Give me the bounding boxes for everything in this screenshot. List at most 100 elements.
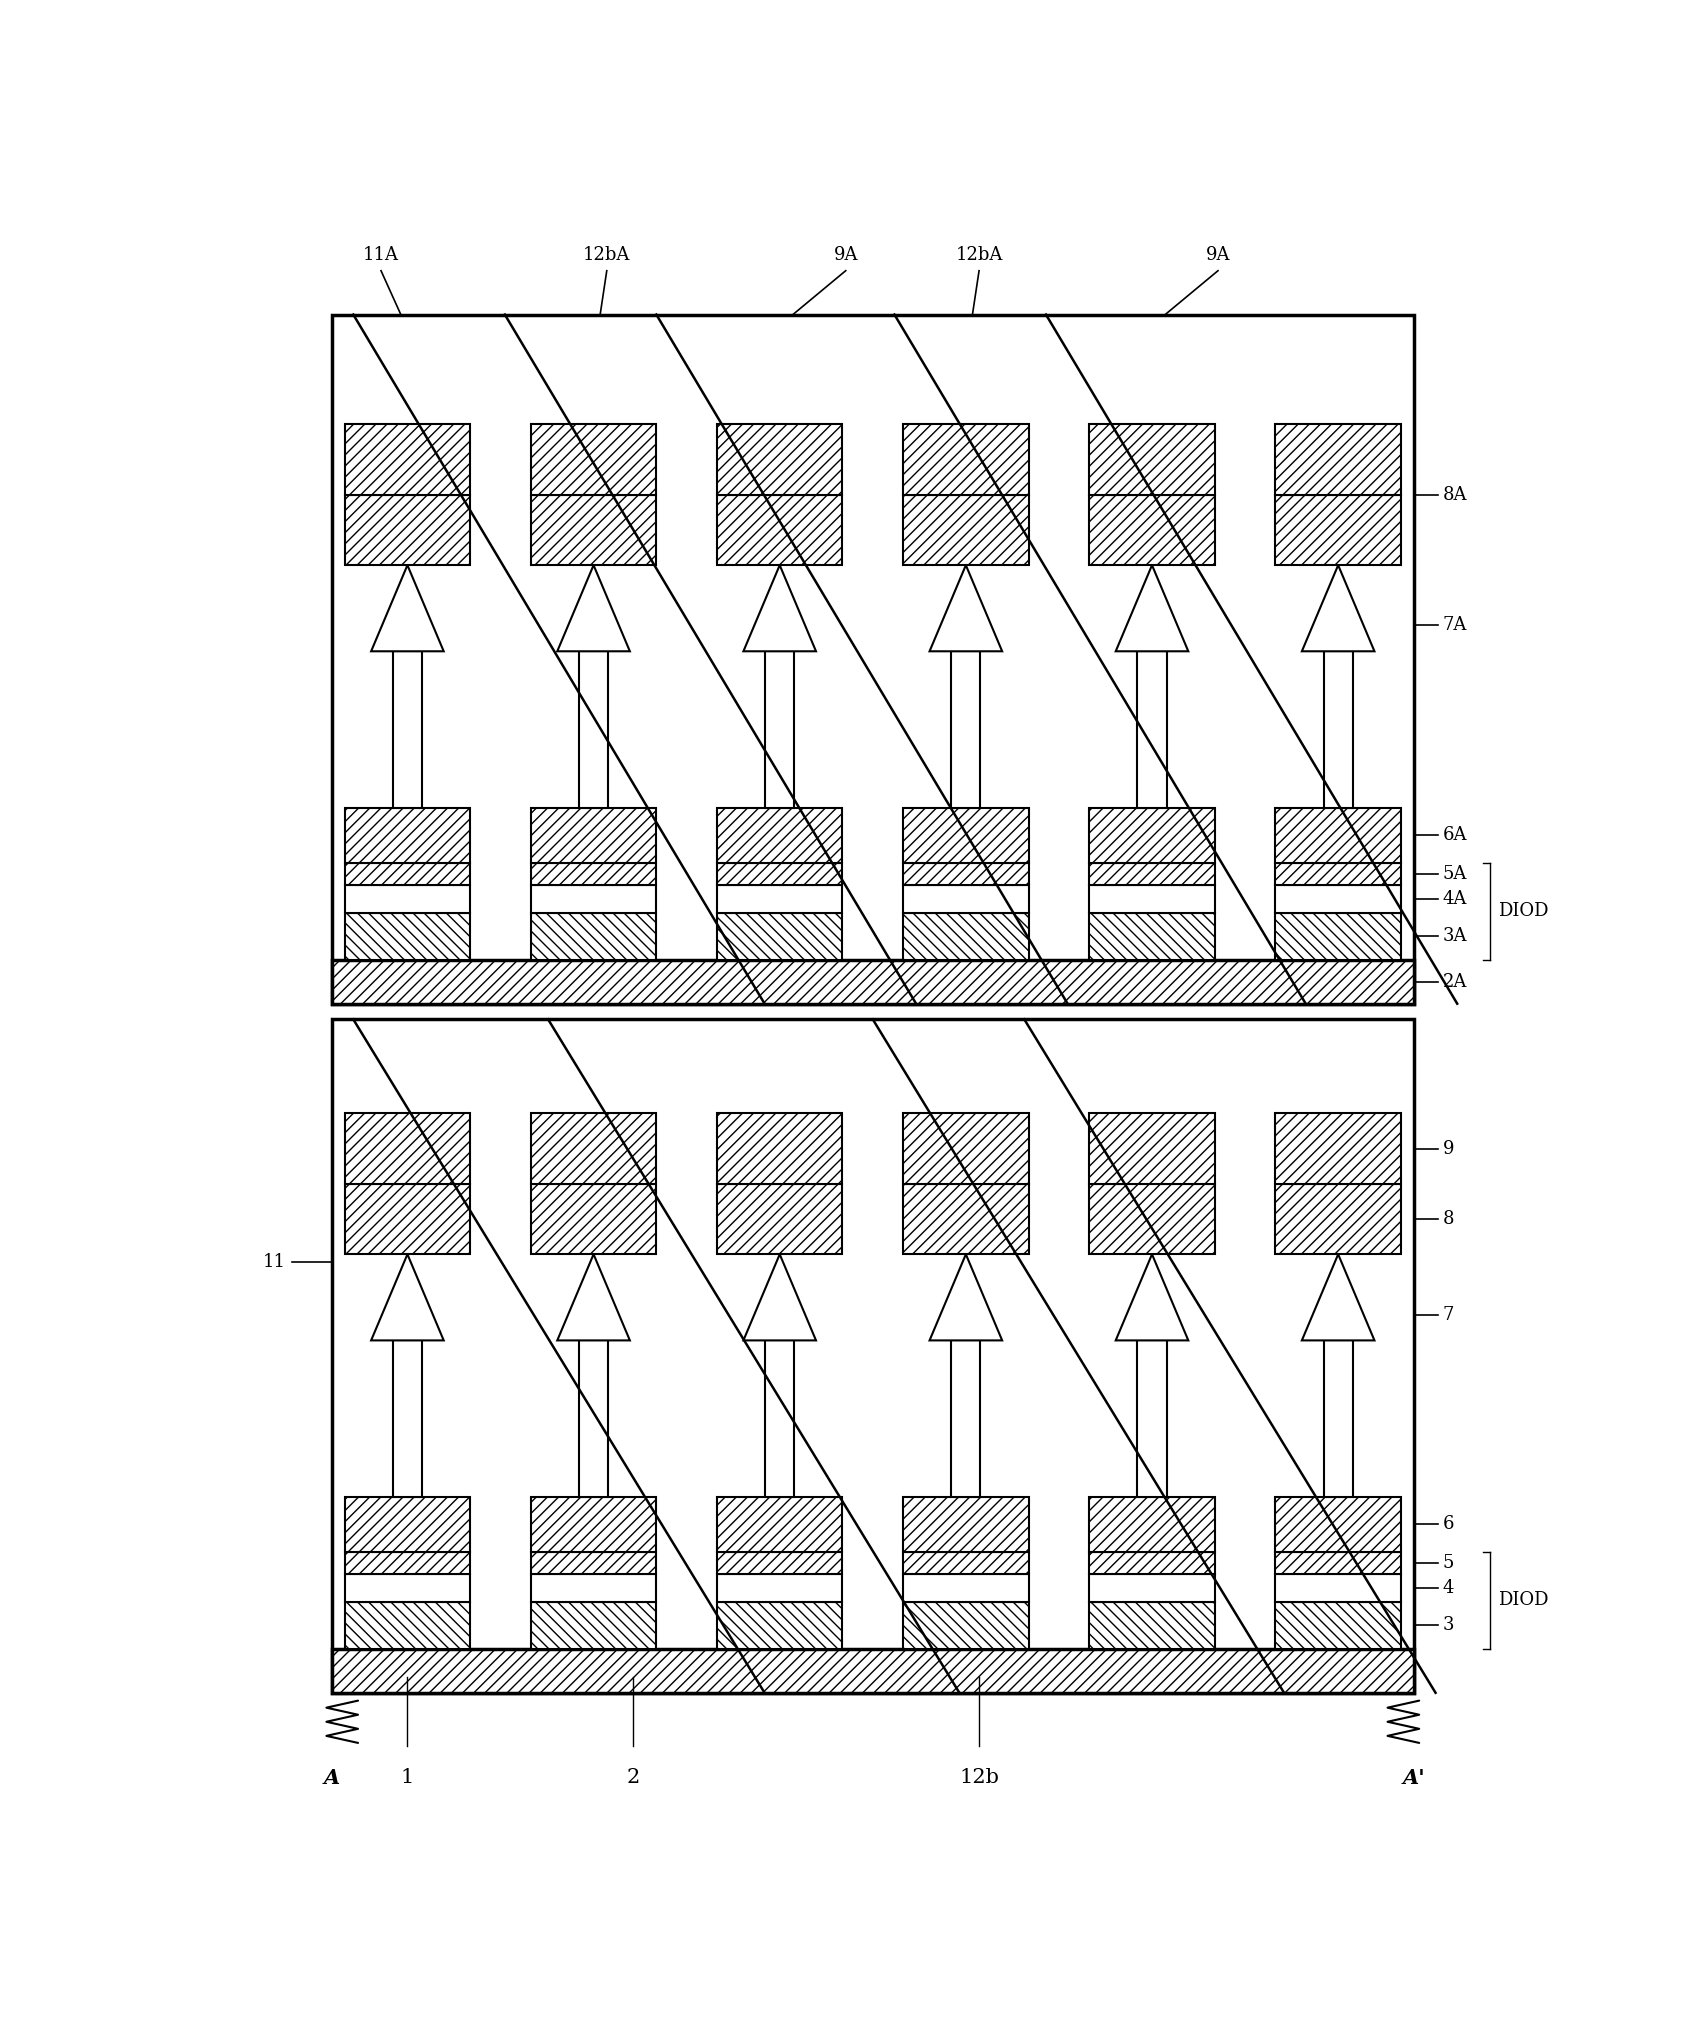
Bar xyxy=(531,1552,656,1574)
Bar xyxy=(1090,494,1214,565)
Bar xyxy=(1138,1340,1167,1497)
Bar xyxy=(531,807,656,862)
Bar xyxy=(393,1340,422,1497)
Bar xyxy=(579,651,608,807)
Bar xyxy=(952,1340,981,1497)
Bar xyxy=(903,425,1029,494)
Bar xyxy=(1090,1574,1214,1603)
Text: 1: 1 xyxy=(400,1768,414,1788)
Polygon shape xyxy=(1301,565,1374,651)
Bar xyxy=(1090,862,1214,885)
Text: DIOD: DIOD xyxy=(1499,903,1550,919)
Text: A': A' xyxy=(1403,1768,1425,1788)
Bar xyxy=(344,494,470,565)
Bar xyxy=(903,1574,1029,1603)
Text: 2A: 2A xyxy=(1442,972,1468,991)
Text: 3: 3 xyxy=(1442,1617,1454,1635)
Bar xyxy=(1138,651,1167,807)
Bar xyxy=(717,494,843,565)
Bar xyxy=(1276,425,1402,494)
Bar xyxy=(332,1650,1413,1692)
Text: 4: 4 xyxy=(1442,1578,1454,1597)
Bar xyxy=(344,885,470,913)
Bar xyxy=(531,1574,656,1603)
Bar xyxy=(531,913,656,960)
Bar xyxy=(1090,1603,1214,1650)
Text: A: A xyxy=(324,1768,341,1788)
Bar xyxy=(903,885,1029,913)
Bar xyxy=(903,1552,1029,1574)
Text: 7A: 7A xyxy=(1442,616,1468,635)
Bar xyxy=(531,1603,656,1650)
Bar xyxy=(717,1552,843,1574)
Bar xyxy=(717,1603,843,1650)
Bar xyxy=(1090,1552,1214,1574)
Bar xyxy=(717,1184,843,1255)
Bar xyxy=(344,1552,470,1574)
Text: 9A: 9A xyxy=(1206,246,1230,264)
Bar xyxy=(344,1497,470,1552)
Bar xyxy=(1090,913,1214,960)
Bar xyxy=(1323,651,1352,807)
Bar xyxy=(531,1497,656,1552)
Bar xyxy=(344,807,470,862)
Bar xyxy=(1090,425,1214,494)
Bar xyxy=(952,651,981,807)
Bar xyxy=(1276,1574,1402,1603)
Text: 8A: 8A xyxy=(1442,486,1468,504)
Bar xyxy=(717,807,843,862)
Text: 12bA: 12bA xyxy=(582,246,630,264)
Bar xyxy=(1276,1603,1402,1650)
Bar xyxy=(1276,885,1402,913)
Text: 4A: 4A xyxy=(1442,889,1468,907)
Bar xyxy=(344,1574,470,1603)
Bar xyxy=(717,885,843,913)
Bar xyxy=(332,960,1413,1003)
Bar xyxy=(1323,1340,1352,1497)
Bar xyxy=(903,1184,1029,1255)
Bar xyxy=(531,885,656,913)
Bar xyxy=(1090,1113,1214,1184)
Bar xyxy=(1276,1497,1402,1552)
Bar xyxy=(531,1184,656,1255)
Bar xyxy=(717,913,843,960)
Bar xyxy=(903,1603,1029,1650)
Text: DIOD: DIOD xyxy=(1499,1591,1550,1609)
Bar xyxy=(765,651,794,807)
Bar xyxy=(531,862,656,885)
Text: 6A: 6A xyxy=(1442,826,1468,844)
Polygon shape xyxy=(1115,565,1189,651)
Bar xyxy=(717,1113,843,1184)
Bar xyxy=(1276,1552,1402,1574)
Bar xyxy=(344,425,470,494)
Bar xyxy=(579,1340,608,1497)
Bar xyxy=(903,913,1029,960)
Text: 12bA: 12bA xyxy=(955,246,1003,264)
Polygon shape xyxy=(1301,1255,1374,1340)
Text: 5A: 5A xyxy=(1442,864,1468,883)
Text: 6: 6 xyxy=(1442,1515,1454,1534)
Bar xyxy=(531,425,656,494)
Bar xyxy=(344,1113,470,1184)
Bar xyxy=(393,651,422,807)
Bar xyxy=(1090,885,1214,913)
Bar xyxy=(344,1184,470,1255)
Bar xyxy=(344,862,470,885)
Bar xyxy=(717,862,843,885)
Text: 3A: 3A xyxy=(1442,928,1468,946)
Bar xyxy=(332,1019,1413,1692)
Polygon shape xyxy=(1115,1255,1189,1340)
Polygon shape xyxy=(744,1255,816,1340)
Text: 8: 8 xyxy=(1442,1210,1454,1229)
Polygon shape xyxy=(557,565,630,651)
Text: 9A: 9A xyxy=(833,246,858,264)
Bar xyxy=(903,494,1029,565)
Bar xyxy=(903,1497,1029,1552)
Bar xyxy=(344,1603,470,1650)
Bar xyxy=(332,315,1413,1003)
Bar xyxy=(717,425,843,494)
Bar xyxy=(1090,1184,1214,1255)
Bar xyxy=(1276,494,1402,565)
Bar xyxy=(531,494,656,565)
Bar xyxy=(1090,1497,1214,1552)
